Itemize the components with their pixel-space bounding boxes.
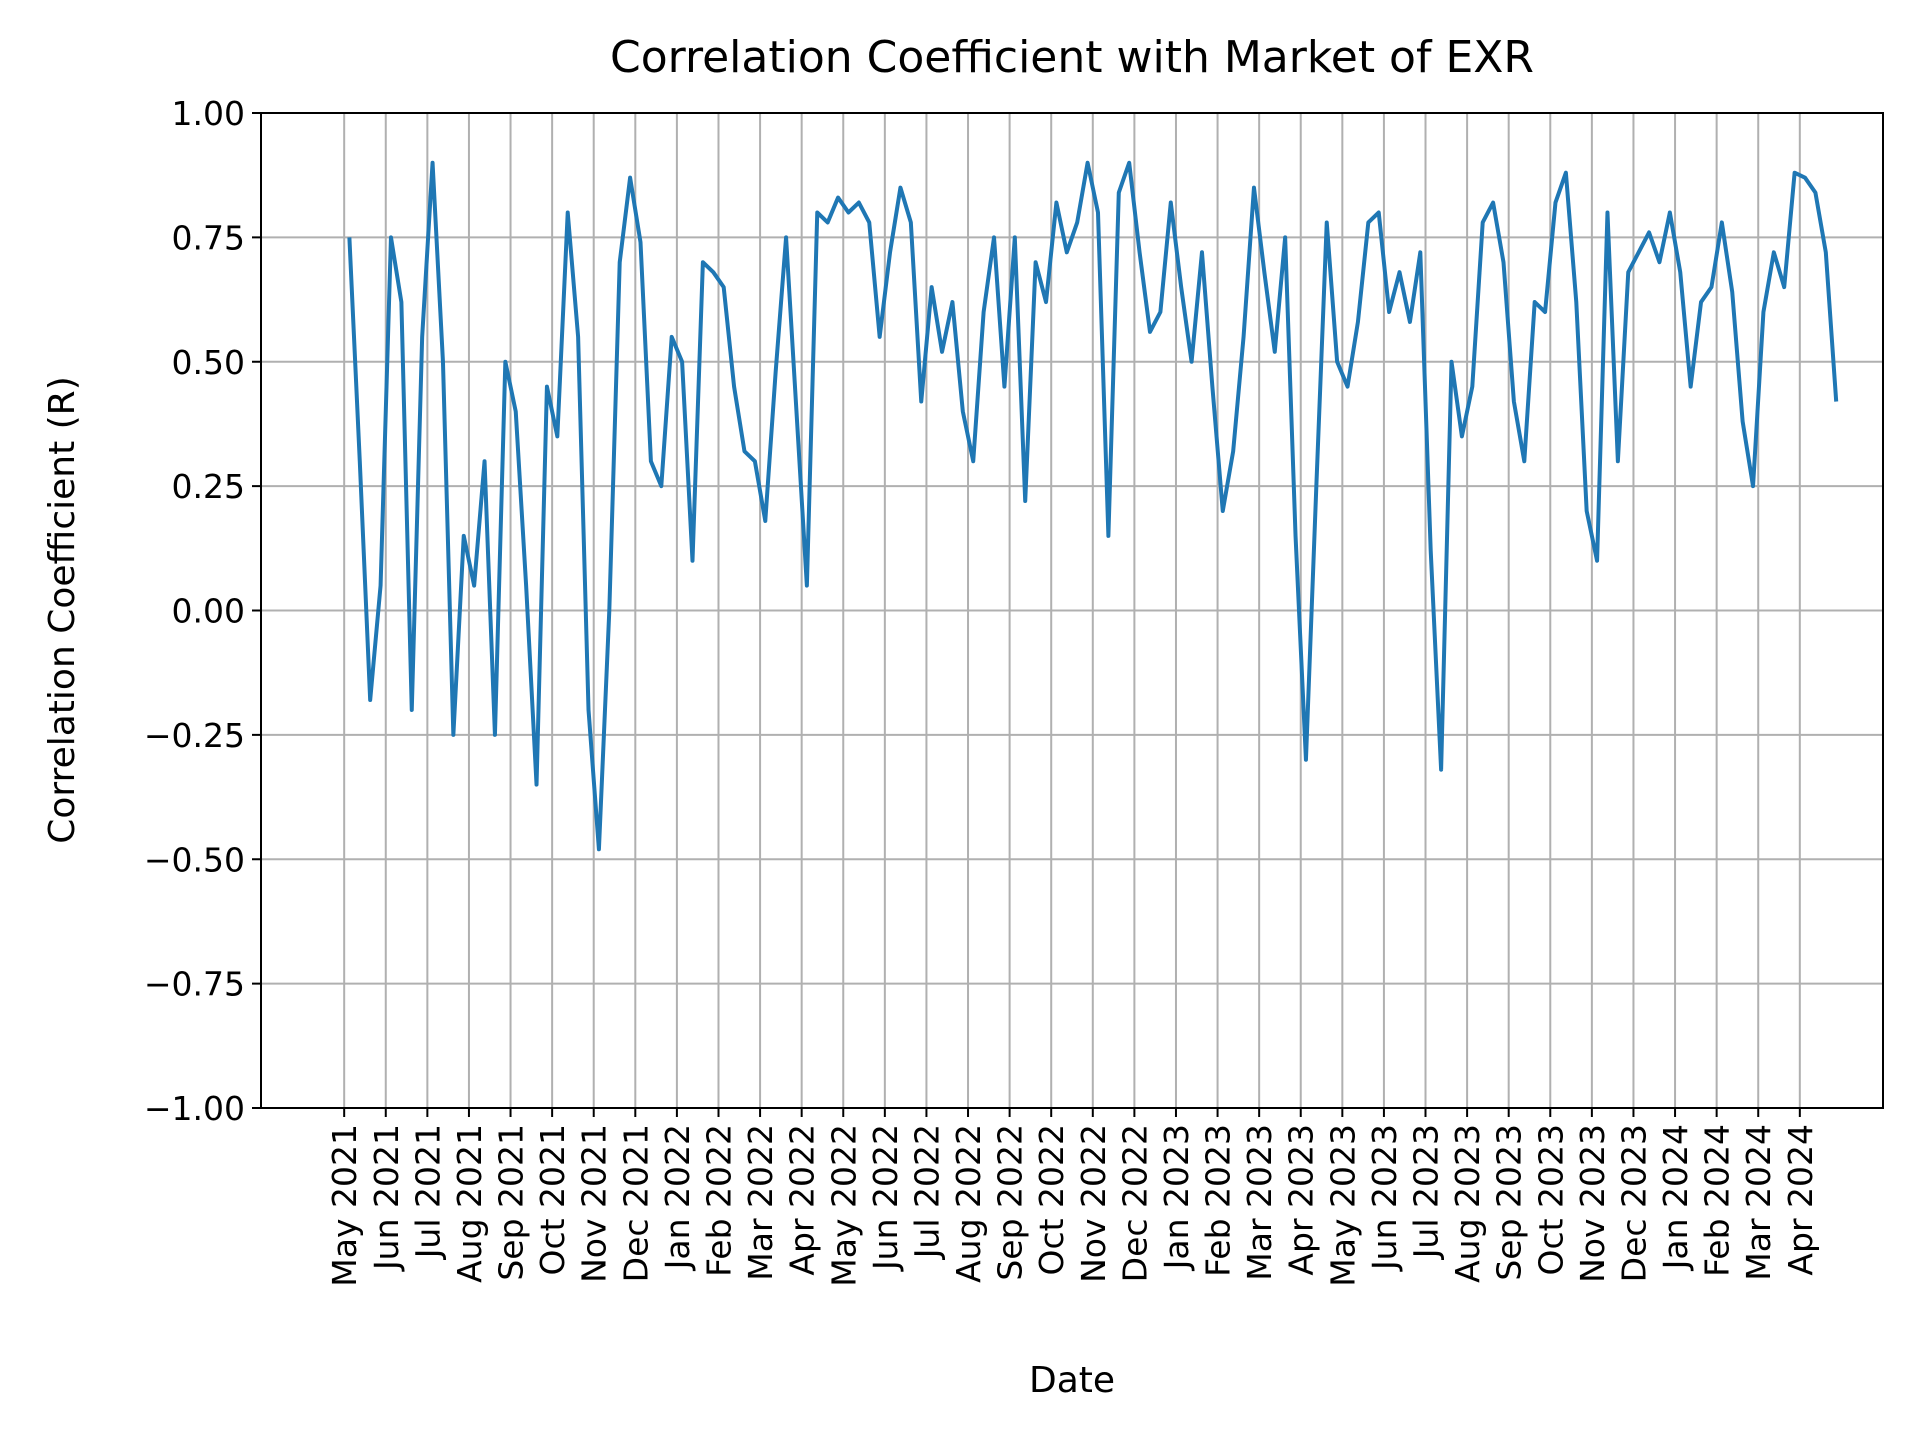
x-tick-label: Nov 2021 xyxy=(575,1124,614,1283)
x-tick-label: Aug 2021 xyxy=(450,1124,489,1283)
x-tick-label: Feb 2023 xyxy=(1199,1124,1238,1277)
x-tick-label: Dec 2021 xyxy=(616,1124,655,1282)
x-tick-label: Jul 2023 xyxy=(1407,1124,1446,1260)
x-tick-label: May 2023 xyxy=(1323,1124,1362,1287)
x-axis-label: Date xyxy=(1029,1360,1115,1401)
x-tick-label: Aug 2023 xyxy=(1448,1124,1487,1283)
y-axis-label: Correlation Coefficient (R) xyxy=(42,376,83,844)
y-tick-label: 0.75 xyxy=(172,218,245,257)
x-tick-label: Aug 2022 xyxy=(949,1124,988,1283)
x-tick-label: Apr 2024 xyxy=(1781,1124,1820,1276)
x-tick-label: Sep 2021 xyxy=(492,1124,531,1281)
x-tick-label: Oct 2023 xyxy=(1531,1124,1570,1276)
y-tick-label: −1.00 xyxy=(144,1089,245,1128)
x-tick-label: May 2022 xyxy=(824,1124,863,1287)
x-tick-label: May 2021 xyxy=(325,1124,364,1287)
x-tick-label: Jul 2022 xyxy=(907,1124,946,1260)
x-tick-label: Feb 2024 xyxy=(1698,1124,1737,1277)
x-tick-label: Dec 2023 xyxy=(1614,1124,1653,1282)
y-tick-label: −0.75 xyxy=(144,965,245,1004)
x-tick-label: Jun 2022 xyxy=(866,1124,905,1272)
y-tick-label: −0.50 xyxy=(144,840,245,879)
x-tick-label: Mar 2022 xyxy=(741,1124,780,1281)
x-tick-label: Mar 2024 xyxy=(1739,1124,1778,1281)
y-tick-label: −0.25 xyxy=(144,716,245,755)
x-tick-label: Oct 2022 xyxy=(1032,1124,1071,1276)
x-tick-label: Jun 2021 xyxy=(367,1124,406,1272)
x-tick-label: Apr 2022 xyxy=(783,1124,822,1276)
x-tick-label: Oct 2021 xyxy=(533,1124,572,1276)
x-tick-label: Jun 2023 xyxy=(1365,1124,1404,1272)
x-tick-label: Dec 2022 xyxy=(1115,1124,1154,1282)
x-tick-label: Sep 2023 xyxy=(1490,1124,1529,1281)
x-tick-label: Jan 2022 xyxy=(658,1124,697,1271)
y-tick-label: 0.50 xyxy=(172,343,245,382)
data-line xyxy=(347,160,1839,852)
x-tick-label: Apr 2023 xyxy=(1282,1124,1321,1276)
y-tick-label: 1.00 xyxy=(172,94,245,133)
plot-frame xyxy=(260,112,1884,1109)
chart-title: Correlation Coefficient with Market of E… xyxy=(610,32,1534,83)
x-tick-label: Feb 2022 xyxy=(699,1124,738,1277)
x-tick-label: Sep 2022 xyxy=(991,1124,1030,1281)
x-tick-label: Mar 2023 xyxy=(1240,1124,1279,1281)
x-tick-label: Nov 2023 xyxy=(1573,1124,1612,1283)
x-tick-label: Jul 2021 xyxy=(408,1124,447,1260)
x-tick-label: Nov 2022 xyxy=(1074,1124,1113,1283)
y-tick-label: 0.00 xyxy=(172,592,245,631)
x-tick-label: Jan 2024 xyxy=(1656,1124,1695,1271)
y-tick-label: 0.25 xyxy=(172,467,245,506)
x-tick-label: Jan 2023 xyxy=(1157,1124,1196,1271)
